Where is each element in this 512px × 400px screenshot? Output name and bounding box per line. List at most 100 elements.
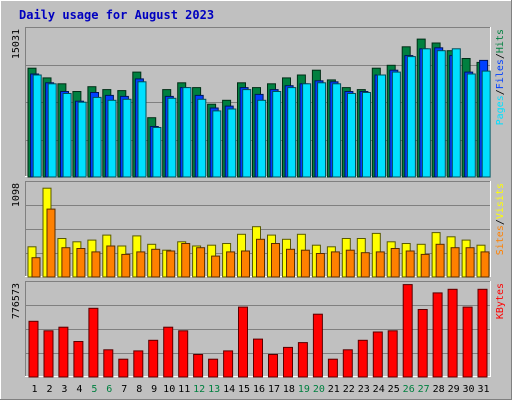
day-label: 31 — [477, 384, 489, 395]
day-label: 27 — [418, 384, 430, 395]
bar-sites-day-29 — [450, 247, 460, 278]
day-label: 3 — [61, 384, 67, 395]
bar-sites-day-22 — [345, 249, 355, 278]
bar-kbytes-day-18 — [283, 346, 293, 378]
bar-kbytes-day-14 — [223, 350, 234, 378]
bar-kbytes-day-31 — [477, 288, 488, 378]
bar-pages-day-20 — [317, 82, 327, 178]
legend-entry: Pages — [495, 95, 506, 125]
bar-kbytes-day-9 — [148, 339, 159, 378]
bar-sites-day-4 — [76, 248, 86, 278]
bar-sites-day-19 — [300, 249, 310, 278]
bar-sites-day-27 — [420, 253, 430, 278]
bar-kbytes-day-8 — [133, 350, 144, 378]
bar-pages-day-23 — [362, 92, 371, 178]
bar-pages-day-15 — [242, 89, 252, 178]
bar-pages-day-1 — [32, 74, 42, 178]
panel-kbytes: 776573 KBytes — [11, 281, 506, 378]
day-label: 19 — [298, 384, 310, 395]
bar-sites-day-13 — [211, 255, 221, 278]
bar-sites-day-17 — [271, 243, 280, 278]
bar-sites-day-1 — [31, 257, 41, 278]
bar-pages-day-8 — [137, 81, 147, 178]
day-label: 9 — [151, 384, 157, 395]
bar-pages-day-21 — [332, 83, 342, 178]
bar-kbytes-day-3 — [58, 326, 69, 378]
panel-visits-sites: 1098 Sites/Visits — [11, 181, 506, 278]
bar-kbytes-day-27 — [417, 309, 428, 378]
bar-pages-day-29 — [451, 48, 461, 178]
bar-pages-day-2 — [47, 83, 57, 178]
bar-sites-day-25 — [390, 248, 400, 278]
bar-sites-day-3 — [61, 247, 71, 278]
day-label: 13 — [208, 384, 220, 395]
day-label: 12 — [193, 384, 205, 395]
day-label: 8 — [136, 384, 142, 395]
day-label: 17 — [268, 384, 280, 395]
y-max-label: 15031 — [11, 29, 22, 59]
bar-kbytes-day-30 — [462, 306, 473, 378]
bar-sites-day-24 — [375, 251, 385, 278]
day-label: 25 — [388, 384, 400, 395]
day-label: 2 — [46, 384, 52, 395]
bar-pages-day-26 — [406, 56, 416, 178]
bar-kbytes-day-24 — [372, 331, 383, 378]
bar-kbytes-day-23 — [357, 339, 368, 378]
bar-kbytes-day-11 — [178, 330, 189, 378]
bar-sites-day-15 — [241, 250, 250, 278]
bar-sites-day-9 — [151, 248, 161, 278]
day-label: 14 — [223, 384, 235, 395]
bar-kbytes-day-2 — [43, 330, 54, 378]
bar-sites-day-26 — [405, 250, 415, 278]
bar-pages-day-27 — [421, 48, 431, 178]
legend-entry: Visits — [495, 183, 506, 219]
bar-kbytes-day-12 — [193, 354, 204, 378]
bar-pages-day-13 — [212, 110, 222, 178]
day-label: 26 — [403, 384, 415, 395]
bar-sites-day-14 — [226, 251, 236, 278]
day-label: 20 — [313, 384, 325, 395]
bar-kbytes-day-4 — [73, 341, 84, 378]
bar-sites-day-10 — [166, 250, 176, 278]
legend-entry: Sites — [495, 225, 506, 255]
bar-kbytes-day-1 — [28, 320, 39, 378]
bar-sites-day-7 — [121, 253, 131, 278]
day-label: 29 — [448, 384, 460, 395]
bar-sites-day-18 — [286, 248, 295, 278]
legend-entry: Files — [495, 59, 506, 89]
bar-sites-day-20 — [315, 253, 325, 278]
day-label: 21 — [328, 384, 340, 395]
axis-legend: Pages/Files/Hits — [495, 29, 506, 125]
bar-sites-day-11 — [181, 243, 191, 278]
day-label: 10 — [163, 384, 175, 395]
day-label: 16 — [253, 384, 265, 395]
bar-kbytes-day-15 — [238, 306, 248, 378]
bar-pages-day-3 — [62, 93, 72, 178]
bar-pages-day-17 — [272, 91, 282, 178]
day-label: 1 — [31, 384, 37, 395]
bar-pages-day-22 — [347, 93, 356, 178]
chart-title: Daily usage for August 2023 — [19, 8, 214, 22]
day-label: 5 — [91, 384, 97, 395]
day-label: 15 — [238, 384, 250, 395]
bar-kbytes-day-13 — [208, 358, 219, 378]
day-label: 6 — [106, 384, 112, 395]
bar-kbytes-day-7 — [118, 358, 129, 378]
day-label: 23 — [358, 384, 370, 395]
bar-kbytes-day-26 — [402, 284, 413, 378]
bar-pages-day-19 — [302, 83, 312, 178]
bar-pages-day-4 — [77, 101, 87, 178]
day-label: 11 — [178, 384, 190, 395]
bar-pages-day-11 — [182, 87, 192, 178]
bar-pages-day-10 — [167, 97, 177, 178]
bar-sites-day-2 — [46, 208, 56, 278]
bar-pages-day-25 — [391, 71, 401, 178]
bar-kbytes-day-22 — [342, 349, 353, 378]
day-label: 24 — [373, 384, 385, 395]
bar-kbytes-day-29 — [447, 288, 458, 378]
bar-sites-day-21 — [330, 251, 340, 278]
bar-kbytes-day-25 — [387, 330, 398, 378]
bar-pages-day-30 — [466, 73, 476, 178]
bar-pages-day-7 — [122, 98, 132, 178]
day-label: 18 — [283, 384, 295, 395]
